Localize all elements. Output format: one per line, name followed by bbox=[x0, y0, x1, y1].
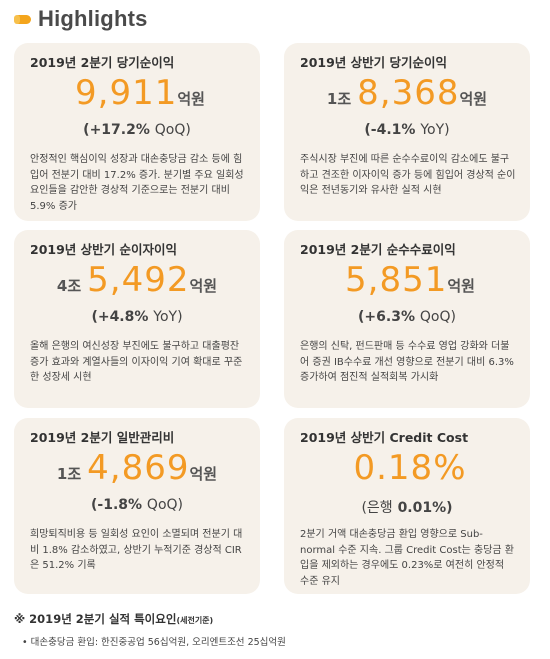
page-title: Highlights bbox=[38, 6, 148, 31]
card-figure-value: 0.18% bbox=[353, 448, 467, 488]
highlights-header: Highlights bbox=[14, 6, 148, 32]
card-figure-jo: 1조 bbox=[326, 90, 352, 108]
card-figure-jo: 4조 bbox=[56, 277, 82, 295]
card-title: 2019년 상반기 당기순이익 bbox=[300, 55, 447, 70]
card-figure: 0.18% bbox=[284, 448, 530, 488]
card-description: 은행의 신탁, 펀드판매 등 수수료 영업 강화와 더불어 증권 IB수수료 개… bbox=[300, 341, 514, 383]
footer-title-text: ※ 2019년 2분기 실적 특이요인 bbox=[14, 612, 177, 626]
card-description: 주식시장 부진에 따른 순수수료이익 감소에도 불구하고 견조한 이자이익 증가… bbox=[300, 154, 516, 196]
card-title: 2019년 2분기 순수수료이익 bbox=[300, 242, 456, 257]
footer-title: ※ 2019년 2분기 실적 특이요인(세전기준) bbox=[14, 611, 213, 627]
card-title: 2019년 상반기 순이자이익 bbox=[30, 242, 177, 257]
card-change-period: 0.01%) bbox=[397, 500, 453, 516]
card-q2-net-income: 2019년 2분기 당기순이익 9,911억원 (+17.2% QoQ) 안정적… bbox=[14, 43, 260, 221]
card-figure-unit: 억원 bbox=[459, 90, 488, 108]
card-figure-unit: 억원 bbox=[177, 90, 205, 108]
card-description: 희망퇴직비용 등 일회성 요인이 소멸되며 전분기 대비 1.8% 감소하였고,… bbox=[30, 529, 243, 571]
card-change-period: QoQ) bbox=[146, 497, 183, 513]
card-h1-credit-cost: 2019년 상반기 Credit Cost 0.18% (은행 0.01%) 2… bbox=[284, 418, 530, 594]
card-change-value: (은행 bbox=[361, 500, 393, 516]
card-change: (+17.2% QoQ) bbox=[14, 122, 260, 138]
card-figure-value: 9,911 bbox=[75, 73, 178, 113]
card-figure: 1조 8,368억원 bbox=[284, 73, 530, 113]
card-figure: 5,851억원 bbox=[284, 260, 530, 300]
card-title: 2019년 2분기 일반관리비 bbox=[30, 430, 175, 445]
card-title: 2019년 상반기 Credit Cost bbox=[300, 430, 469, 445]
card-change: (-4.1% YoY) bbox=[284, 122, 530, 138]
card-change-period: YoY) bbox=[153, 309, 183, 325]
card-title: 2019년 2분기 당기순이익 bbox=[30, 55, 175, 70]
card-change-value: (+17.2% bbox=[83, 122, 150, 138]
card-h1-net-income: 2019년 상반기 당기순이익 1조 8,368억원 (-4.1% YoY) 주식… bbox=[284, 43, 530, 221]
card-change: (-1.8% QoQ) bbox=[14, 497, 260, 513]
card-figure-value: 4,869 bbox=[87, 448, 190, 488]
card-change-period: QoQ) bbox=[419, 309, 456, 325]
card-figure-jo: 1조 bbox=[56, 465, 82, 483]
card-change-value: (+4.8% bbox=[91, 309, 149, 325]
card-change-value: (-4.1% bbox=[364, 122, 416, 138]
card-description: 안정적인 핵심이익 성장과 대손충당금 감소 등에 힘입어 전분기 대비 17.… bbox=[30, 154, 244, 212]
card-q2-general-admin-expense: 2019년 2분기 일반관리비 1조 4,869억원 (-1.8% QoQ) 희망… bbox=[14, 418, 260, 594]
card-change: (+6.3% QoQ) bbox=[284, 309, 530, 325]
card-figure-unit: 억원 bbox=[189, 465, 218, 483]
card-change-period: YoY) bbox=[420, 122, 450, 138]
card-figure: 4조 5,492억원 bbox=[14, 260, 260, 300]
card-change: (은행 0.01%) bbox=[284, 497, 530, 517]
card-figure-unit: 억원 bbox=[189, 277, 218, 295]
card-change: (+4.8% YoY) bbox=[14, 309, 260, 325]
card-description: 올해 은행의 여신성장 부진에도 불구하고 대출평잔 증가 효과와 계열사들의 … bbox=[30, 341, 243, 383]
card-description: 2분기 거액 대손충당금 환입 영향으로 Sub-normal 수준 지속. 그… bbox=[300, 529, 514, 587]
card-change-period: QoQ) bbox=[154, 122, 191, 138]
card-figure-value: 5,851 bbox=[345, 260, 448, 300]
footer-item: • 대손충당금 환입: 한진중공업 56십억원, 오리엔트조선 25십억원 bbox=[22, 637, 286, 648]
card-figure-value: 5,492 bbox=[87, 260, 190, 300]
card-figure-unit: 억원 bbox=[447, 277, 475, 295]
card-figure: 9,911억원 bbox=[14, 73, 260, 113]
card-change-value: (+6.3% bbox=[358, 309, 415, 325]
highlight-pill-icon bbox=[14, 14, 31, 24]
card-change-value: (-1.8% bbox=[91, 497, 143, 513]
card-figure: 1조 4,869억원 bbox=[14, 448, 260, 488]
card-figure-value: 8,368 bbox=[357, 73, 460, 113]
card-q2-net-fee-income: 2019년 2분기 순수수료이익 5,851억원 (+6.3% QoQ) 은행의… bbox=[284, 230, 530, 408]
footer-title-note: (세전기준) bbox=[176, 616, 214, 625]
card-h1-net-interest-income: 2019년 상반기 순이자이익 4조 5,492억원 (+4.8% YoY) 올해… bbox=[14, 230, 260, 408]
